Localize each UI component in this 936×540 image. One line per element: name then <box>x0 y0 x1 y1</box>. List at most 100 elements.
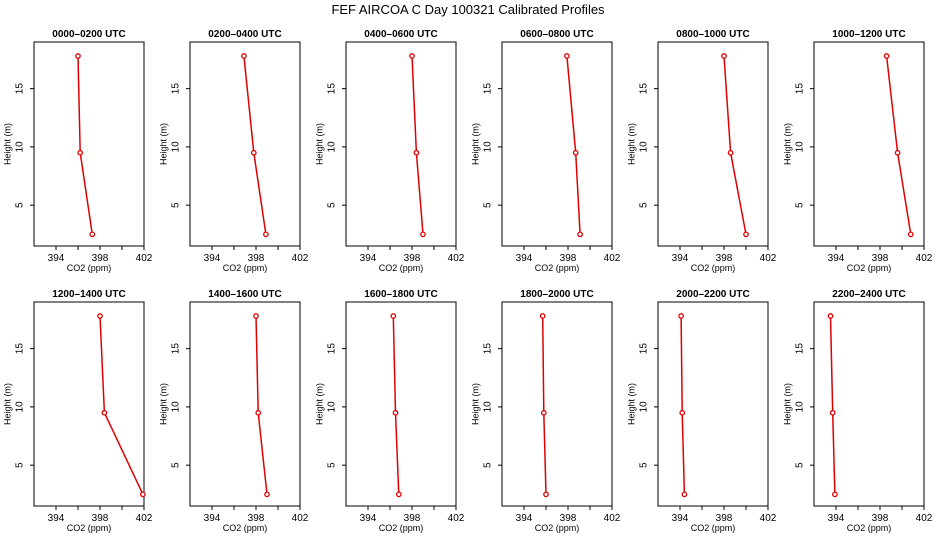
data-point <box>721 53 727 59</box>
plot-frame <box>189 301 301 507</box>
x-tick-label: 394 <box>204 253 221 264</box>
data-point <box>894 149 901 156</box>
data-point <box>264 491 270 498</box>
data-point <box>395 491 402 498</box>
profile-panel: 1400–1600 UTC 394 398 402 CO2 (ppm) 5 10 15 Heig… <box>158 289 308 533</box>
y-tick-label: 15 <box>171 343 182 355</box>
data-point <box>679 409 686 416</box>
profile-line <box>77 55 94 235</box>
x-axis-label: CO2 (ppm) <box>535 263 580 273</box>
plot-frame <box>501 41 613 247</box>
y-tick-label: 10 <box>15 141 26 153</box>
data-point <box>681 491 688 498</box>
y-tick-label: 10 <box>171 401 182 413</box>
y-axis-label: Height (m) <box>2 383 12 425</box>
data-point <box>409 53 415 59</box>
panel-title: 1000–1200 UTC <box>832 29 905 40</box>
data-point <box>743 231 749 238</box>
x-axis-label: CO2 (ppm) <box>691 263 736 273</box>
data-point <box>77 149 84 156</box>
profile-line <box>411 55 424 235</box>
y-tick-label: 10 <box>483 141 494 153</box>
y-axis-label: Height (m) <box>470 123 480 165</box>
y-tick-label: 10 <box>15 401 26 413</box>
panel-title: 1800–2000 UTC <box>520 289 593 300</box>
panel-title: 0200–0400 UTC <box>208 29 281 40</box>
data-point <box>255 409 262 416</box>
x-tick-label: 402 <box>136 513 153 524</box>
data-point <box>263 231 269 238</box>
y-axis-label: Height (m) <box>470 383 480 425</box>
profile-line <box>243 55 267 235</box>
data-point <box>543 491 549 498</box>
x-tick-label: 402 <box>136 253 153 264</box>
y-axis-label: Height (m) <box>2 123 12 165</box>
panel-title: 0400–0600 UTC <box>364 29 437 40</box>
x-tick-label: 394 <box>516 253 533 264</box>
plot-frame <box>33 301 145 507</box>
y-tick-label: 5 <box>15 202 26 208</box>
data-point <box>827 313 834 319</box>
y-tick-label: 10 <box>483 401 494 413</box>
y-tick-label: 15 <box>795 343 806 355</box>
x-tick-label: 394 <box>360 253 377 264</box>
x-tick-label: 398 <box>404 253 421 264</box>
y-tick-label: 15 <box>15 343 26 355</box>
panel-title: 0800–1000 UTC <box>676 29 749 40</box>
panel-title: 1200–1400 UTC <box>52 289 125 300</box>
plot-frame <box>657 41 769 247</box>
x-axis-label: CO2 (ppm) <box>847 263 892 273</box>
y-tick-label: 5 <box>795 462 806 468</box>
y-tick-label: 5 <box>15 462 26 468</box>
x-tick-label: 398 <box>92 513 109 524</box>
x-tick-label: 402 <box>760 513 777 524</box>
x-axis-label: CO2 (ppm) <box>691 523 736 533</box>
figure-title: FEF AIRCOA C Day 100321 Calibrated Profi… <box>331 2 605 17</box>
data-point <box>390 313 397 319</box>
y-tick-label: 5 <box>171 462 182 468</box>
y-tick-label: 15 <box>171 83 182 95</box>
panel-title: 1400–1600 UTC <box>208 289 281 300</box>
y-tick-label: 15 <box>795 83 806 95</box>
x-axis-label: CO2 (ppm) <box>379 523 424 533</box>
profile-line <box>680 315 686 495</box>
x-tick-label: 394 <box>516 513 533 524</box>
x-tick-label: 398 <box>404 513 421 524</box>
x-tick-label: 394 <box>672 513 689 524</box>
data-point <box>97 313 103 319</box>
y-axis-label: Height (m) <box>626 123 636 165</box>
x-axis-label: CO2 (ppm) <box>67 523 112 533</box>
y-tick-label: 5 <box>795 202 806 208</box>
profile-line <box>255 315 268 495</box>
x-tick-label: 394 <box>360 513 377 524</box>
y-axis-label: Height (m) <box>158 123 168 165</box>
y-tick-label: 15 <box>639 83 650 95</box>
y-tick-label: 5 <box>327 202 338 208</box>
y-axis-label: Height (m) <box>158 383 168 425</box>
plot-frame <box>345 301 457 507</box>
x-axis-label: CO2 (ppm) <box>379 263 424 273</box>
y-axis-label: Height (m) <box>314 383 324 425</box>
data-point <box>101 409 108 416</box>
data-point <box>907 231 914 238</box>
x-tick-label: 402 <box>292 253 309 264</box>
data-point <box>539 313 546 319</box>
x-tick-label: 398 <box>560 253 577 264</box>
panel-title: 1600–1800 UTC <box>364 289 437 300</box>
y-tick-label: 15 <box>483 343 494 355</box>
y-tick-label: 10 <box>639 141 650 153</box>
data-point <box>572 149 579 156</box>
data-point <box>678 313 684 319</box>
profile-panel: 2000–2200 UTC 394 398 402 CO2 (ppm) 5 10 15 Heig… <box>626 289 776 533</box>
y-tick-label: 5 <box>327 462 338 468</box>
profile-panel: 1600–1800 UTC 394 398 402 CO2 (ppm) 5 10 15 Heig… <box>314 289 464 533</box>
x-tick-label: 394 <box>48 253 65 264</box>
plot-frame <box>501 301 613 507</box>
profile-line <box>566 55 581 235</box>
x-tick-label: 402 <box>448 513 465 524</box>
x-tick-label: 394 <box>48 513 65 524</box>
x-tick-label: 394 <box>828 513 845 524</box>
plot-frame <box>657 301 769 507</box>
data-point <box>140 491 146 498</box>
y-tick-label: 15 <box>327 83 338 95</box>
